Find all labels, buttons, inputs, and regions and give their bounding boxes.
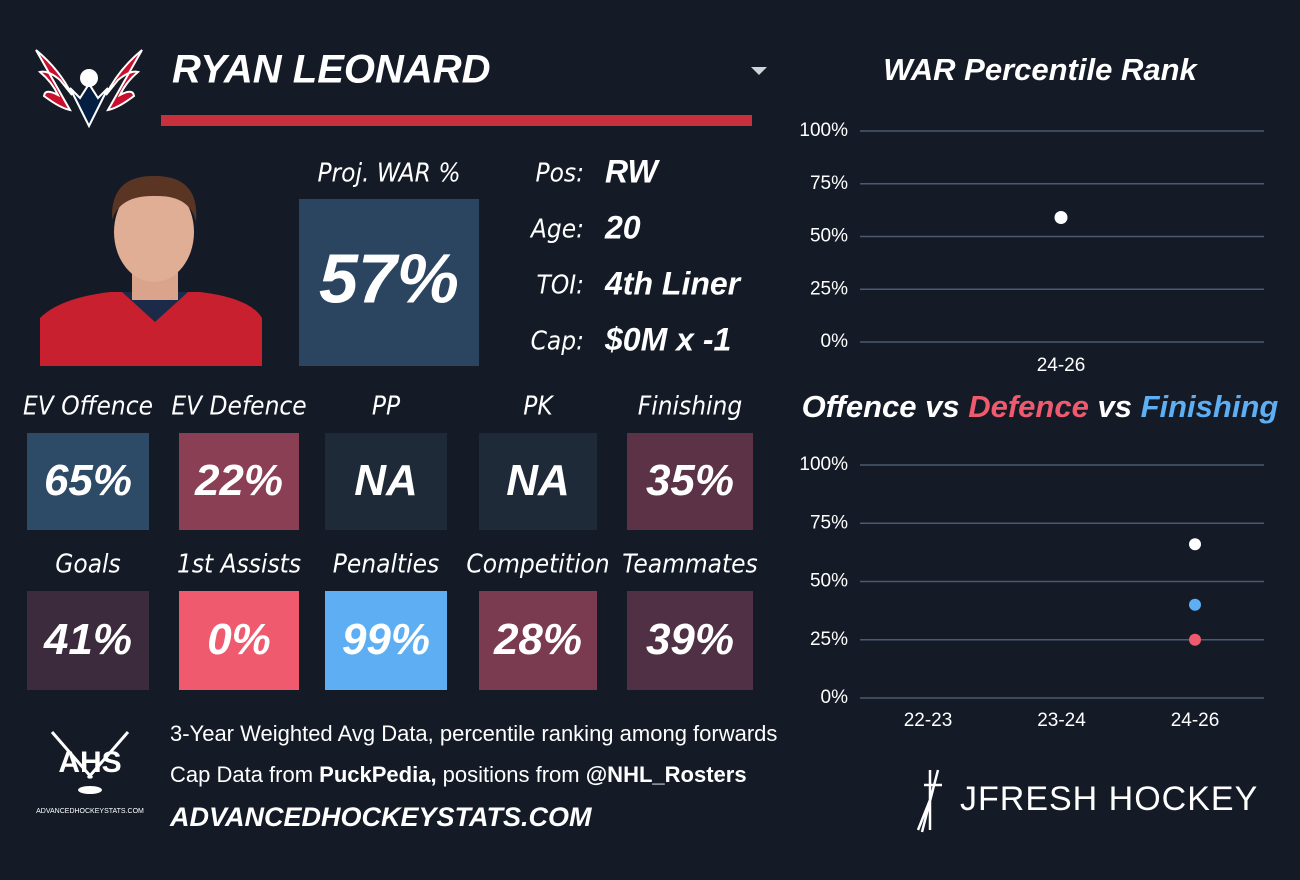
footer-site: ADVANCEDHOCKEYSTATS.COM (169, 802, 592, 832)
tile (179, 591, 299, 690)
tile-label: Teammates (622, 550, 757, 580)
point (1054, 211, 1068, 225)
tile-value: 65% (44, 456, 132, 505)
tile-value: NA (506, 456, 570, 505)
proj-label: Proj. WAR % (317, 159, 460, 189)
tile-value: NA (354, 456, 418, 505)
y-tick-label: 100% (799, 454, 848, 475)
footer-line: Cap Data from PuckPedia, positions from … (170, 762, 747, 787)
point (1189, 633, 1201, 646)
tile-label: EV Offence (23, 392, 153, 422)
chart-title: Offence vs Defence vs Finishing (802, 389, 1279, 424)
footer-text: positions from (437, 762, 586, 787)
footer-line: 3-Year Weighted Avg Data, percentile ran… (170, 721, 777, 746)
tile-value: 41% (43, 615, 132, 664)
proj-box (299, 199, 479, 366)
info-label: Age: (529, 215, 584, 245)
point (1189, 538, 1201, 551)
x-tick-label: 24-26 (1171, 710, 1220, 731)
y-tick-label: 0% (821, 331, 849, 352)
player-name: RYAN LEONARD (172, 48, 491, 92)
ahs-logo (50, 731, 130, 794)
name-underline (161, 115, 752, 126)
tile-label: Finishing (638, 392, 742, 422)
info-label: Cap: (531, 327, 584, 357)
tile-value: 35% (646, 456, 734, 505)
tile-label: Competition (466, 550, 609, 580)
dropdown-arrow[interactable] (751, 67, 767, 75)
legend-entry: Offence (802, 389, 917, 424)
tile (479, 433, 597, 530)
tile (627, 433, 753, 530)
tile (325, 591, 447, 690)
tile (27, 433, 149, 530)
y-tick-label: 75% (810, 173, 848, 194)
legend-entry: Finishing (1141, 389, 1279, 424)
y-tick-label: 50% (810, 571, 848, 592)
x-tick-label: 22-23 (904, 710, 953, 731)
info-value: RW (605, 153, 661, 189)
chart-title: WAR Percentile Rank (883, 52, 1198, 87)
tile-value: 28% (493, 615, 582, 664)
tile-label: 1st Assists (177, 550, 301, 580)
y-tick-label: 25% (810, 278, 848, 299)
tile (27, 591, 149, 690)
tile (179, 433, 299, 530)
y-tick-label: 0% (821, 687, 849, 708)
tile-label: PP (372, 392, 401, 422)
tile-value: 99% (342, 615, 430, 664)
tile-label: Penalties (333, 550, 439, 580)
title-text: vs (1089, 389, 1141, 424)
y-tick-label: 100% (799, 120, 848, 141)
ahs-logo-small: ADVANCEDHOCKEYSTATS.COM (36, 808, 144, 815)
ahs-logo-text: AHS (58, 746, 121, 779)
x-tick-label: 23-24 (1037, 710, 1086, 731)
x-tick-label: 24-26 (1037, 355, 1086, 376)
tile-label: Goals (55, 550, 120, 580)
footer-link: @NHL_Rosters (586, 762, 747, 787)
tile (479, 591, 597, 690)
tile (325, 433, 447, 530)
tile-label: EV Defence (171, 392, 306, 422)
tile-value: 0% (207, 615, 271, 664)
info-value: 4th Liner (604, 265, 742, 301)
legend-entry: Defence (968, 389, 1089, 424)
footer-text: Cap Data from (170, 762, 319, 787)
y-tick-label: 25% (810, 629, 848, 650)
team-logo (35, 49, 143, 129)
info-label: TOI: (537, 271, 584, 301)
info-value: $0M x -1 (604, 321, 731, 357)
point (1189, 598, 1201, 611)
jfresh-logo (916, 769, 942, 833)
info-label: Pos: (536, 159, 584, 189)
tile (627, 591, 753, 690)
proj-value: 57% (319, 239, 459, 317)
player-photo (40, 175, 262, 366)
footer-link: PuckPedia, (319, 762, 436, 787)
tile-label: PK (523, 392, 554, 422)
brand: JFRESH HOCKEY (960, 780, 1258, 818)
tile-value: 39% (646, 615, 734, 664)
tile-value: 22% (194, 456, 283, 505)
info-value: 20 (604, 209, 641, 245)
title-text: vs (917, 389, 969, 424)
y-tick-label: 50% (810, 226, 848, 247)
y-tick-label: 75% (810, 512, 848, 533)
